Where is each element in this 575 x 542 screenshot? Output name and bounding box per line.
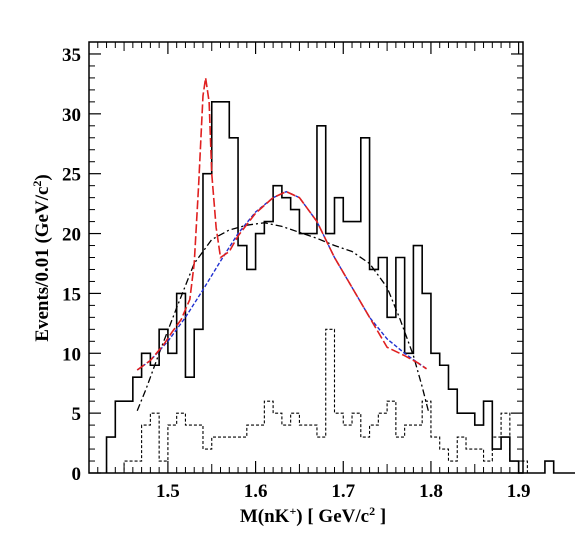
y-tick-label: 0 <box>72 464 82 485</box>
y-tick-labels: 0 5 10 15 20 25 30 35 <box>62 45 81 485</box>
y-tick-label: 5 <box>72 404 82 425</box>
y-tick-label: 15 <box>62 284 81 305</box>
x-tick-labels: 1.5 1.6 1.7 1.8 1.9 <box>156 481 530 502</box>
histogram-layer <box>105 101 575 474</box>
background-fit-curve <box>136 190 427 371</box>
y-tick-label: 25 <box>62 165 81 186</box>
fit-layer <box>136 77 429 411</box>
y-tick-label: 30 <box>62 105 81 126</box>
y-tick-label: 10 <box>62 344 81 365</box>
axis-ticks <box>89 42 523 474</box>
y-tick-label: 35 <box>62 45 81 66</box>
x-tick-label: 1.8 <box>419 481 443 502</box>
data-histogram <box>105 101 575 474</box>
x-tick-label: 1.5 <box>156 481 180 502</box>
x-tick-label: 1.7 <box>331 481 355 502</box>
background-histogram <box>106 328 528 474</box>
y-axis-label: Events/0.01 (GeV/c2) <box>30 174 53 341</box>
total-fit-curve <box>136 77 428 371</box>
y-tick-label: 20 <box>62 225 81 246</box>
x-tick-label: 1.9 <box>507 481 531 502</box>
alternative-fit-curve <box>136 222 429 411</box>
x-tick-label: 1.6 <box>244 481 268 502</box>
x-axis-label: M(nK+) [ GeV/c2 ] <box>240 504 386 527</box>
